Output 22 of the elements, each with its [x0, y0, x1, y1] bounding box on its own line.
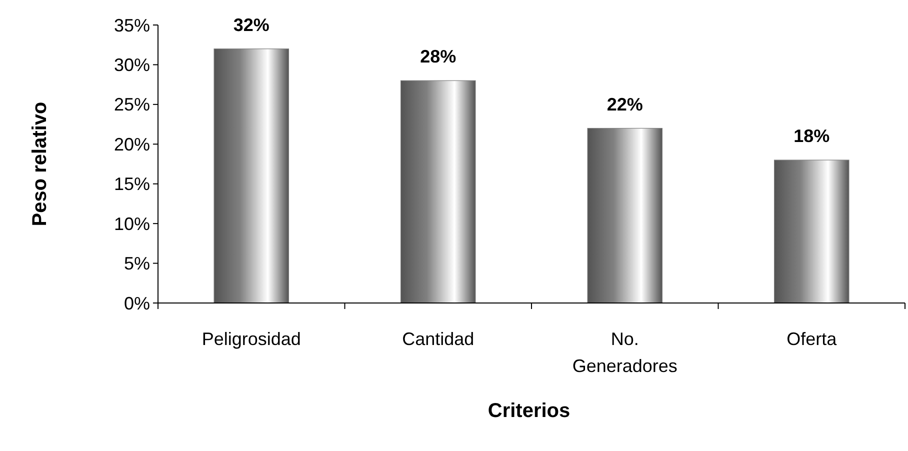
x-tick-label: Peligrosidad [202, 329, 301, 349]
x-tick-label: Oferta [786, 329, 838, 349]
x-tick-label: Cantidad [402, 329, 474, 349]
y-axis-title: Peso relativo [29, 102, 51, 226]
y-tick-label: 30% [114, 55, 150, 76]
x-axis-title: Criterios [488, 400, 570, 422]
y-tick-label: 20% [114, 134, 150, 154]
data-label: 28% [420, 46, 456, 67]
bar [587, 128, 663, 304]
y-tick-label: 10% [114, 214, 150, 234]
y-tick-label: 25% [114, 94, 150, 115]
bar [214, 48, 290, 304]
y-tick-label: 5% [124, 254, 150, 274]
x-tick-label: No. Generadores [572, 329, 678, 376]
data-label: 22% [606, 94, 643, 114]
y-tick-label: 0% [124, 293, 150, 314]
bar [774, 160, 850, 304]
data-label: 32% [233, 14, 270, 35]
y-tick-label: 15% [114, 174, 150, 194]
bar [400, 80, 476, 304]
y-tick-label: 35% [114, 15, 150, 36]
data-label: 18% [794, 126, 830, 146]
